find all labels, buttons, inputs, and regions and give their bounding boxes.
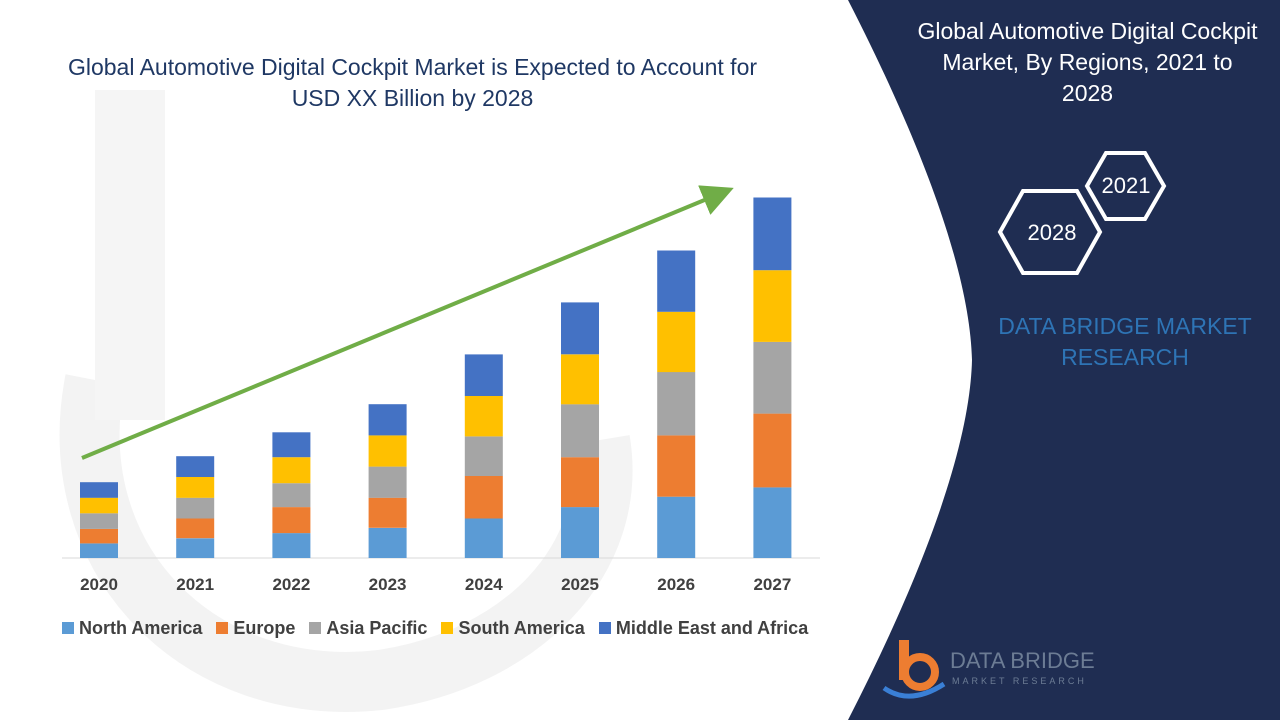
- logo-text: DATA BRIDGE: [950, 648, 1095, 673]
- bar-segment: [80, 528, 118, 544]
- legend-item: Europe: [216, 618, 295, 639]
- bar-segment: [80, 513, 118, 529]
- legend-label: North America: [79, 617, 203, 638]
- bar-segment: [176, 477, 215, 498]
- x-tick-label: 2022: [272, 575, 311, 594]
- bar-segment: [176, 538, 215, 558]
- bar-segment: [561, 302, 599, 355]
- legend-label: Europe: [233, 617, 296, 638]
- bar-segment: [753, 487, 792, 558]
- bar-segment: [176, 518, 215, 539]
- bar-segment: [80, 497, 118, 514]
- bar-segment: [368, 404, 407, 436]
- x-tick-label: 2024: [464, 575, 503, 594]
- brand-name: DATA BRIDGE MARKET RESEARCH: [998, 313, 1252, 370]
- x-tick-label: 2025: [561, 575, 599, 594]
- x-tick-label: 2026: [657, 575, 696, 594]
- bar-segment: [464, 518, 503, 558]
- bar-segment: [464, 395, 503, 437]
- side-panel: [848, 0, 1280, 720]
- bar-segment: [272, 432, 311, 458]
- chart-legend: North America Europe Asia Pacific South Ame…: [62, 616, 808, 640]
- trend-arrow: [81, 185, 734, 460]
- bar-segment: [464, 475, 503, 519]
- bar-segment: [657, 435, 696, 497]
- legend-item: Asia Pacific: [309, 618, 427, 639]
- bar-segment: [272, 533, 311, 558]
- hex-label-2021: 2021: [1101, 173, 1151, 198]
- legend-label: South America: [458, 617, 585, 638]
- bar-segment: [464, 354, 503, 396]
- bar-segment: [368, 527, 407, 558]
- bar-segment: [753, 197, 792, 271]
- legend-label: Middle East and Africa: [615, 617, 809, 638]
- legend-item: South America: [441, 617, 585, 639]
- bar-segment: [561, 457, 599, 508]
- bar-segment: [272, 457, 311, 484]
- bar-segment: [272, 483, 311, 508]
- bar-segment: [561, 354, 599, 405]
- bar-segment: [176, 456, 215, 477]
- logo-subtext: MARKET RESEARCH: [952, 676, 1087, 686]
- legend-item: North America: [62, 618, 202, 639]
- bar-segment: [561, 507, 599, 558]
- data-bridge-logo-icon: [882, 640, 946, 699]
- bar-segment: [176, 497, 215, 519]
- bar-segment: [657, 311, 696, 373]
- watermark-bar: [95, 90, 165, 420]
- side-panel-title: Global Automotive Digital Cockpit Market…: [917, 18, 1258, 106]
- bar-segment: [464, 436, 503, 476]
- bars-group: [80, 197, 792, 558]
- chart-title: Global Automotive Digital Cockpit Market…: [67, 54, 758, 111]
- bar-segment: [657, 496, 696, 558]
- bar-segment: [368, 466, 407, 498]
- bar-segment: [368, 435, 407, 467]
- x-tick-label: 2021: [176, 575, 215, 594]
- bar-segment: [753, 270, 792, 342]
- bar-segment: [80, 543, 118, 558]
- bar-segment: [272, 507, 311, 534]
- bar-segment: [561, 404, 599, 458]
- bar-segment: [80, 482, 118, 498]
- bar-segment: [368, 497, 407, 528]
- bar-segment: [657, 250, 696, 312]
- bar-segment: [657, 372, 696, 436]
- legend-swatch: [216, 622, 229, 634]
- x-tick-label: 2023: [368, 575, 407, 594]
- legend-label: Asia Pacific: [326, 617, 428, 638]
- legend-swatch: [309, 622, 322, 634]
- hexagon-2028: [997, 189, 1103, 275]
- bar-segment: [753, 413, 792, 488]
- legend-swatch: [598, 622, 611, 634]
- hexagon-2021: [1084, 151, 1167, 221]
- legend-item: Middle East and Africa: [598, 617, 809, 639]
- legend-swatch: [62, 622, 74, 634]
- x-tick-label: 2020: [80, 575, 118, 594]
- bar-segment: [753, 341, 792, 414]
- hex-label-2028: 2028: [1027, 220, 1077, 245]
- x-tick-label: 2027: [753, 575, 792, 594]
- legend-swatch: [441, 622, 454, 634]
